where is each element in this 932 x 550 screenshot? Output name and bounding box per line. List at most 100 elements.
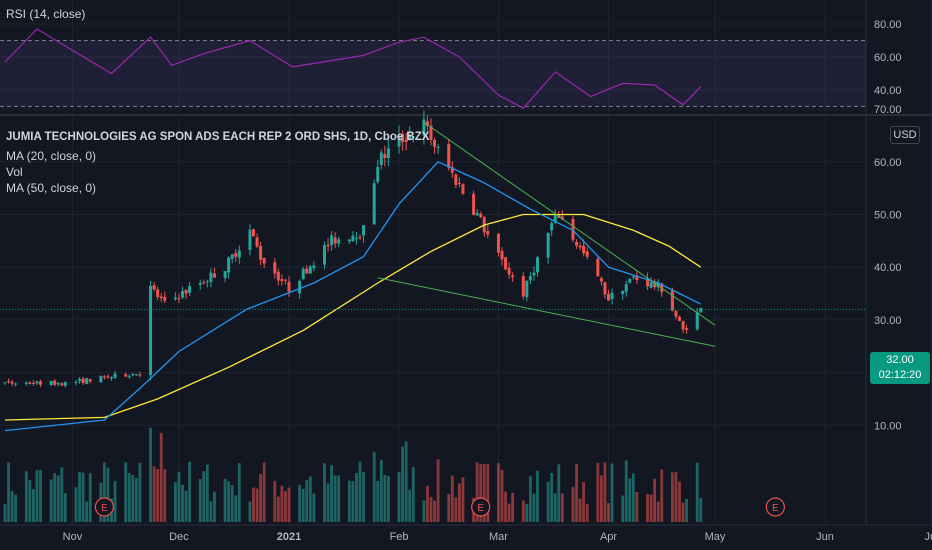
price-tick-label: 30.00 — [874, 315, 902, 327]
volume-bar — [198, 478, 202, 522]
candle-body — [234, 253, 238, 257]
candle-body — [287, 281, 291, 292]
volume-bar — [351, 481, 355, 522]
volume-bar — [347, 480, 351, 522]
candle-body — [326, 244, 330, 247]
candle-body — [631, 276, 635, 278]
rsi-legend[interactable]: RSI (14, close) — [6, 7, 86, 21]
candle-body — [60, 383, 64, 386]
candle-body — [532, 272, 536, 276]
candle-body — [209, 272, 213, 282]
time-tick-label: Jun — [816, 531, 834, 543]
volume-bar — [646, 493, 649, 522]
candle-body — [354, 238, 358, 240]
candle-body — [138, 374, 142, 376]
candle-body — [308, 266, 312, 274]
volume-bar — [255, 488, 259, 522]
volume-bar — [504, 491, 507, 522]
candle-body — [330, 235, 334, 246]
candle-body — [188, 286, 192, 294]
volume-bar — [74, 487, 78, 522]
volume-bar — [461, 477, 465, 522]
volume-bar — [376, 480, 380, 522]
candle-body — [401, 133, 405, 143]
candle-body — [457, 182, 461, 184]
candle-body — [553, 214, 557, 223]
candle-body — [134, 374, 138, 376]
candle-body — [159, 296, 163, 299]
candle-body — [276, 271, 280, 281]
candle-body — [376, 166, 380, 182]
volume-bar — [628, 478, 632, 522]
candle-body — [223, 271, 227, 279]
volume-bar — [60, 467, 64, 522]
volume-bar — [695, 462, 699, 522]
candle-body — [528, 276, 532, 281]
candle-body — [575, 241, 579, 246]
volume-bar — [78, 472, 81, 522]
candle-body — [500, 250, 504, 260]
volume-bar — [575, 463, 578, 522]
volume-bar — [276, 496, 280, 522]
candle-body — [362, 225, 366, 236]
volume-bar — [32, 489, 35, 522]
volume-bar — [536, 470, 539, 522]
candle-body — [99, 375, 103, 383]
volume-bar — [674, 471, 678, 522]
candle-body — [259, 246, 263, 260]
candle-body — [283, 279, 287, 281]
candle-body — [3, 382, 7, 384]
volume-bar — [507, 503, 511, 522]
ma20-legend[interactable]: MA (20, close, 0) — [6, 149, 97, 163]
earnings-marker-label: E — [477, 503, 484, 514]
candle-body — [312, 265, 316, 269]
candle-body — [31, 383, 35, 385]
candle-body — [305, 268, 309, 274]
volume-bar — [106, 467, 110, 522]
volume-bar — [557, 464, 561, 522]
volume-bar — [362, 471, 365, 522]
volume-bar — [553, 493, 557, 522]
volume-bar — [124, 462, 128, 522]
volume-bar — [227, 481, 231, 522]
candle-body — [173, 297, 177, 300]
candle-body — [227, 257, 231, 273]
candle-body — [504, 257, 508, 270]
volume-bar — [305, 480, 309, 522]
candle-body — [337, 239, 341, 244]
candle-body — [379, 152, 383, 165]
candle-body — [585, 251, 589, 257]
candle-body — [237, 250, 241, 258]
volume-bar — [188, 461, 191, 522]
candle-body — [610, 292, 614, 300]
candle-body — [110, 377, 113, 379]
volume-bar — [262, 462, 266, 522]
currency-button[interactable]: USD — [890, 126, 920, 144]
rsi-pane — [0, 28, 866, 109]
volume-bar — [600, 475, 603, 522]
volume-bar — [159, 432, 163, 522]
volume-bar — [63, 493, 67, 522]
candle-body — [255, 237, 259, 247]
volume-bar — [678, 481, 681, 522]
volume-bar — [174, 482, 177, 522]
chart-title: JUMIA TECHNOLOGIES AG SPON ADS EACH REP … — [6, 131, 430, 143]
candle-body — [603, 282, 607, 295]
volume-bar — [482, 463, 486, 522]
volume-bar — [323, 463, 326, 522]
volume-bar — [85, 501, 89, 522]
volume-bar — [447, 494, 451, 522]
time-tick-label: Feb — [390, 531, 409, 543]
ma50-legend[interactable]: MA (50, close, 0) — [6, 181, 97, 195]
candle-body — [635, 275, 639, 280]
volume-bar — [163, 469, 167, 522]
candle-body — [578, 245, 582, 248]
candle-body — [14, 383, 18, 385]
candle-body — [63, 382, 67, 386]
candle-body — [252, 229, 255, 237]
volume-bar — [546, 481, 550, 522]
candle-body — [56, 383, 60, 385]
volume-legend[interactable]: Vol — [6, 165, 23, 179]
earnings-marker-label: E — [101, 503, 108, 514]
